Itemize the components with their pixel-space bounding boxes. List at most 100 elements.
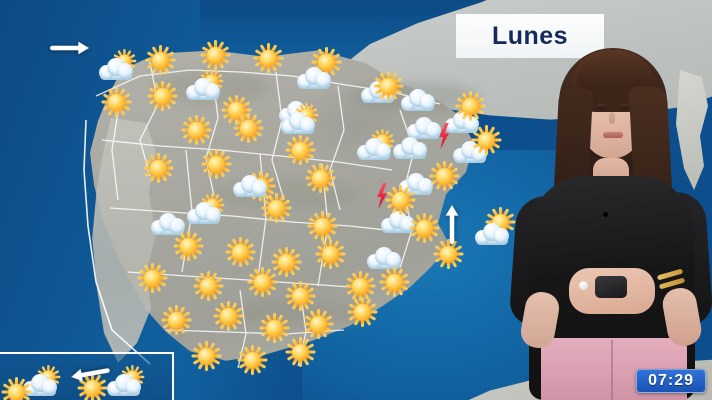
cloud-icon	[99, 58, 133, 80]
weather-marker	[23, 365, 61, 397]
sun-behind-cloud-icon	[281, 103, 319, 135]
weather-marker	[305, 163, 335, 193]
weather-marker	[401, 89, 435, 111]
weather-marker	[475, 223, 509, 245]
sun-icon	[259, 313, 289, 343]
sun-icon	[315, 239, 345, 269]
day-banner: Lunes	[456, 14, 604, 58]
sun-icon	[173, 231, 203, 261]
weather-marker	[145, 45, 175, 75]
sun-icon	[201, 149, 231, 179]
sun-icon	[213, 301, 243, 331]
weather-marker	[77, 373, 107, 400]
presenter-fringe	[577, 58, 649, 90]
sun-icon	[253, 43, 283, 73]
weather-marker	[437, 123, 451, 149]
sun-behind-cloud-icon	[23, 365, 61, 397]
presenter-eyebrow-left	[593, 98, 607, 101]
weather-marker	[285, 281, 315, 311]
sun-icon	[455, 91, 485, 121]
weather-marker	[253, 43, 283, 73]
weather-marker	[101, 87, 131, 117]
sun-behind-cloud-icon	[187, 193, 225, 225]
weather-marker	[271, 247, 301, 277]
weather-marker	[173, 231, 203, 261]
cloud-icon	[453, 141, 487, 163]
sun-icon	[433, 239, 463, 269]
weather-marker	[433, 239, 463, 269]
sun-icon	[137, 263, 167, 293]
sun-icon	[233, 113, 263, 143]
weather-marker	[187, 193, 225, 225]
sun-icon	[143, 153, 173, 183]
weather-marker	[261, 193, 291, 223]
presenter-microphone	[603, 212, 608, 217]
weather-marker	[186, 69, 224, 101]
weather-marker	[315, 239, 345, 269]
weather-marker	[233, 175, 267, 197]
presenter-nose	[609, 112, 615, 124]
cloud-icon	[281, 112, 315, 134]
weather-marker	[345, 271, 375, 301]
sun-icon	[345, 271, 375, 301]
cloud-icon	[186, 78, 220, 100]
cloud-icon	[297, 67, 331, 89]
weather-marker	[373, 71, 403, 101]
weather-marker	[107, 365, 145, 397]
cloud-icon	[151, 213, 185, 235]
weather-marker	[233, 113, 263, 143]
weather-marker	[297, 67, 331, 89]
sun-behind-cloud-icon	[99, 49, 137, 81]
sun-icon	[373, 71, 403, 101]
sun-icon	[101, 87, 131, 117]
sun-icon	[311, 47, 341, 77]
cloud-icon	[475, 223, 509, 245]
sun-icon	[303, 309, 333, 339]
weather-marker	[281, 103, 319, 135]
wind-arrow-icon	[421, 191, 483, 253]
sun-icon	[305, 163, 335, 193]
sun-behind-cloud-icon	[107, 365, 145, 397]
sun-icon	[409, 213, 439, 243]
presenter-eyebrow-right	[617, 98, 631, 101]
sun-icon	[347, 297, 377, 327]
sun-icon	[161, 305, 191, 335]
sun-icon	[221, 95, 251, 125]
sun-icon	[181, 115, 211, 145]
sun-icon	[285, 337, 315, 367]
presenter-mouth	[603, 132, 623, 138]
weather-marker	[181, 115, 211, 145]
sun-icon	[77, 373, 107, 400]
sun-icon	[307, 211, 337, 241]
sun-icon	[225, 237, 255, 267]
weather-marker	[201, 149, 231, 179]
sun-icon	[285, 281, 315, 311]
sun-icon	[261, 193, 291, 223]
sun-icon	[237, 345, 267, 375]
sun-icon	[285, 135, 315, 165]
cloud-icon	[233, 175, 267, 197]
weather-marker	[347, 297, 377, 327]
weather-marker	[1, 377, 31, 400]
presenter-clicker	[595, 276, 627, 298]
cloud-icon	[407, 117, 441, 139]
sun-icon	[191, 341, 221, 371]
cloud-icon	[187, 202, 221, 224]
cloud-icon	[367, 247, 401, 269]
presenter-eye-left	[595, 104, 606, 110]
sun-icon	[247, 267, 277, 297]
presenter-ring	[579, 281, 588, 290]
sun-behind-cloud-icon	[186, 69, 224, 101]
weather-marker	[409, 213, 439, 243]
weather-marker	[225, 237, 255, 267]
weather-marker	[213, 301, 243, 331]
wind-arrow-icon	[41, 17, 103, 79]
weather-marker	[429, 161, 459, 191]
sun-icon	[1, 377, 31, 400]
cloud-icon	[107, 374, 141, 396]
weather-marker	[471, 125, 501, 155]
sun-icon	[385, 185, 415, 215]
sun-icon	[429, 161, 459, 191]
lightning-bolt-icon	[437, 123, 451, 149]
